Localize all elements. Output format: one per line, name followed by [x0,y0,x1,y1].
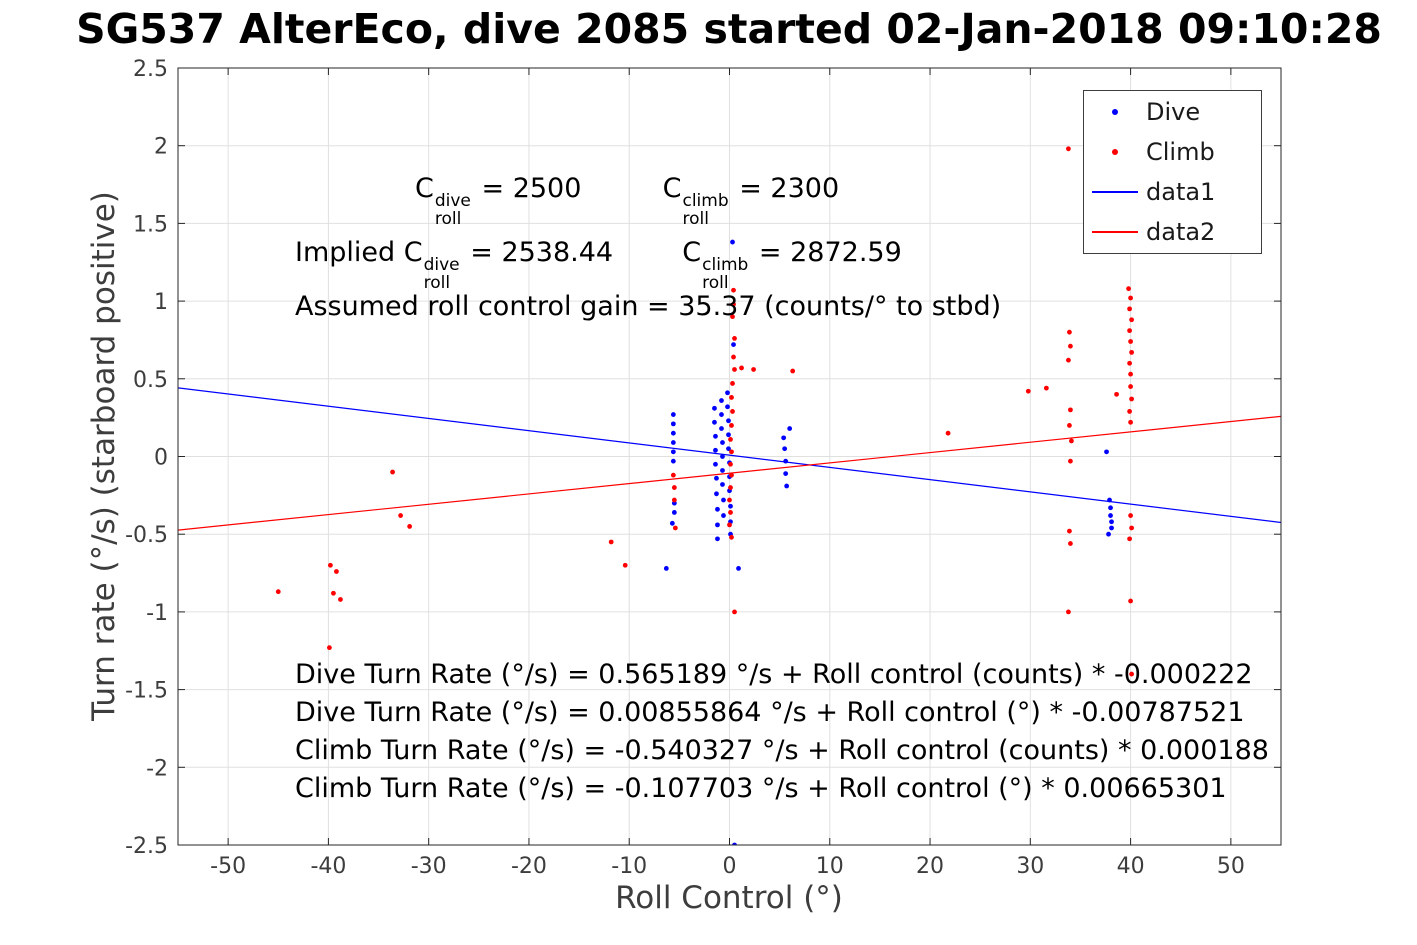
fit-line-data2 [178,415,1281,531]
fit-line-data1 [178,387,1281,524]
scatter-climb [275,146,1134,677]
svg-text:20: 20 [916,854,944,879]
svg-text:40: 40 [1117,854,1145,879]
svg-text:2.5: 2.5 [133,57,168,82]
svg-text:1.5: 1.5 [133,212,168,237]
y-tick-labels: -2.5 -2 -1.5 -1 -0.5 0 0.5 1 1.5 2 2.5 [125,57,168,859]
svg-text:-30: -30 [411,854,447,879]
svg-text:-1.5: -1.5 [125,679,168,704]
legend-item-data1: data1 [1084,172,1261,212]
legend-label: data2 [1146,218,1216,246]
legend-label: Dive [1146,98,1201,126]
eq-supsub: dive roll [423,255,460,294]
eq-symbol: C [415,173,434,204]
legend-item-data2: data2 [1084,212,1261,252]
svg-text:2: 2 [154,135,168,160]
legend-marker-dot-icon [1084,109,1146,115]
svg-text:-2.5: -2.5 [125,834,168,859]
svg-text:-10: -10 [611,854,647,879]
eq-value: = 2300 [730,173,840,204]
svg-text:30: 30 [1016,854,1044,879]
svg-text:50: 50 [1217,854,1245,879]
eq-value: = 2872.59 [750,237,902,268]
legend-marker-dot-icon [1084,149,1146,155]
legend-marker-line-icon [1084,191,1146,193]
svg-text:0: 0 [154,446,168,471]
eq-value: = 2500 [472,173,582,204]
x-axis-label: Roll Control (°) [615,880,843,916]
chart-title: SG537 AlterEco, dive 2085 started 02-Jan… [76,5,1382,53]
legend: Dive Climb data1 data2 [1083,90,1262,254]
legend-item-climb: Climb [1084,132,1261,172]
x-tick-labels: -50 -40 -30 -20 -10 0 10 20 30 40 50 [210,854,1245,879]
svg-text:-20: -20 [511,854,547,879]
series-layer [178,146,1281,845]
svg-text:-40: -40 [310,854,346,879]
eq-value: = 2538.44 [461,237,614,268]
eq-symbol: C [682,237,702,268]
svg-text:0.5: 0.5 [133,368,168,393]
svg-text:1: 1 [154,290,168,315]
eq-prefix: Implied [295,237,404,268]
svg-text:-0.5: -0.5 [125,523,168,548]
fit-equation-climb-counts: Climb Turn Rate (°/s) = -0.540327 °/s + … [295,735,1269,766]
svg-text:-2: -2 [146,756,168,781]
eq-supsub: climb roll [682,191,729,230]
legend-label: data1 [1146,178,1216,206]
svg-text:-50: -50 [210,854,246,879]
eq-supsub: climb roll [702,255,749,294]
svg-text:0: 0 [723,854,737,879]
legend-item-dive: Dive [1084,92,1261,132]
fit-equation-dive-deg: Dive Turn Rate (°/s) = 0.00855864 °/s + … [295,697,1245,728]
legend-marker-line-icon [1084,231,1146,233]
annotation-roll-gain: Assumed roll control gain = 35.37 (count… [295,291,1002,322]
tick-marks [178,67,1281,846]
svg-text:10: 10 [816,854,844,879]
y-axis-label: Turn rate (°/s) (starboard positive) [86,191,122,721]
svg-text:-1: -1 [146,601,168,626]
eq-supsub: dive roll [434,191,471,230]
eq-symbol: C [662,173,682,204]
fit-equation-dive-counts: Dive Turn Rate (°/s) = 0.565189 °/s + Ro… [295,659,1253,690]
fit-equation-climb-deg: Climb Turn Rate (°/s) = -0.107703 °/s + … [295,773,1227,804]
eq-symbol: C [403,237,423,268]
legend-label: Climb [1146,138,1215,166]
fit-equations: Dive Turn Rate (°/s) = 0.565189 °/s + Ro… [295,656,1269,808]
